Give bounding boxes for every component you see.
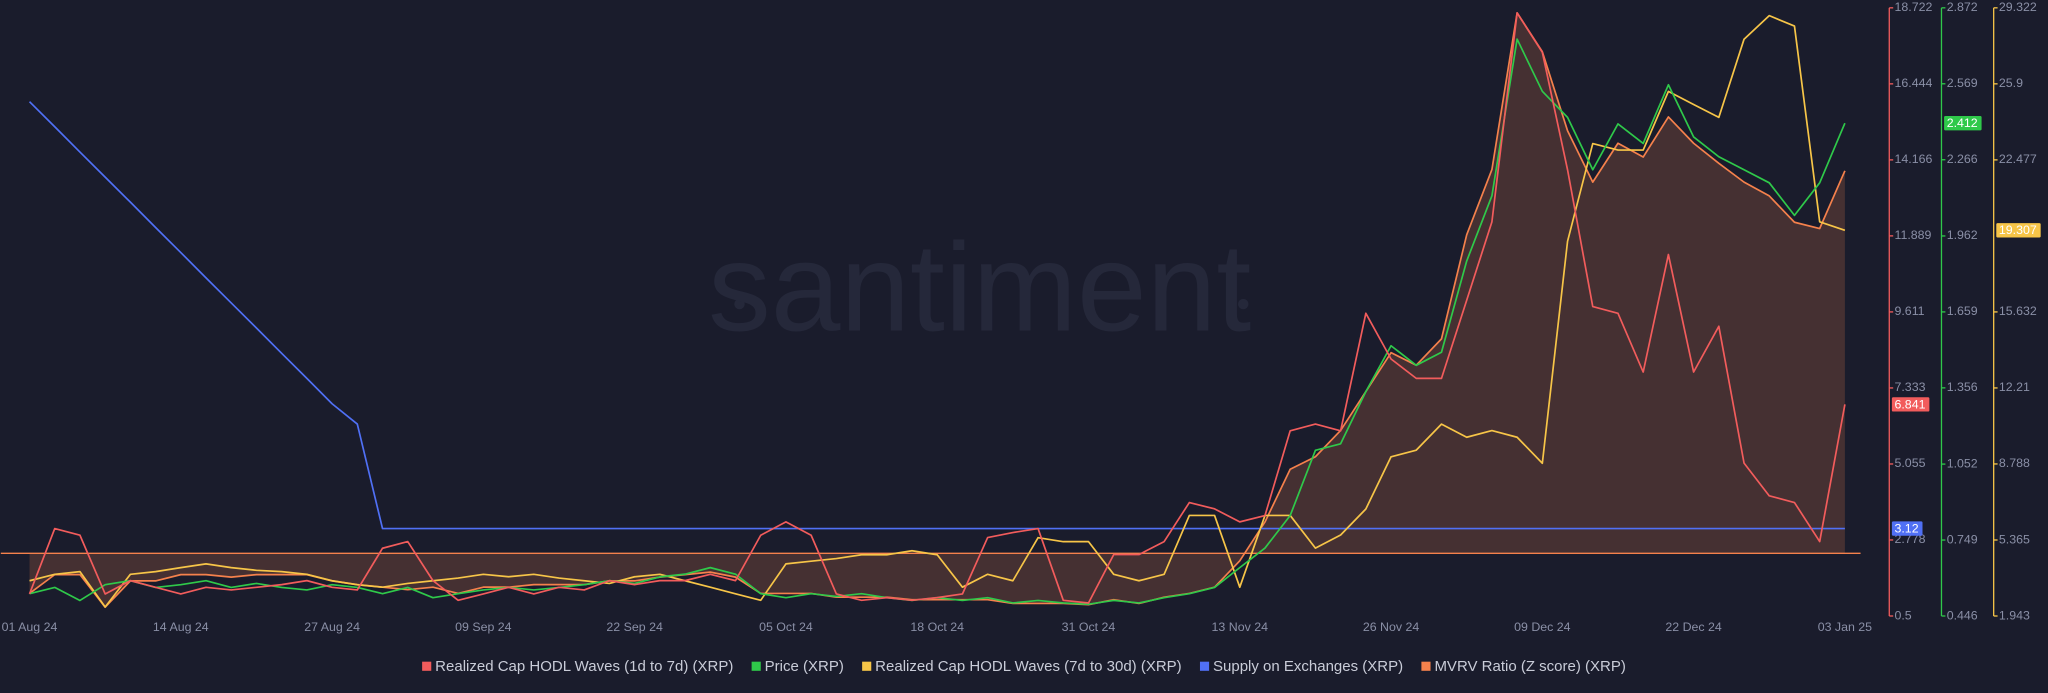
legend-item: Supply on Exchanges (XRP) (1199, 658, 1403, 675)
y-tick-label: 22.477 (1999, 152, 2037, 166)
legend-item: Realized Cap HODL Waves (1d to 7d) (XRP) (422, 658, 733, 675)
y-tick-label: 29.322 (1999, 0, 2037, 14)
legend-label: Realized Cap HODL Waves (7d to 30d) (XRP… (875, 658, 1182, 675)
line (28, 12, 1846, 604)
x-tick-label: 22 Dec 24 (1665, 620, 1722, 634)
legend-swatch (751, 661, 761, 671)
y-tick-label: 5.365 (1999, 532, 2030, 546)
x-tick-label: 09 Sep 24 (455, 620, 512, 634)
legend: Realized Cap HODL Waves (1d to 7d) (XRP)… (422, 658, 1626, 675)
badge-bg (1996, 223, 2041, 238)
watermark-dot (734, 298, 745, 310)
y-tick-label: 0.446 (1947, 608, 1978, 622)
legend-swatch (1421, 661, 1431, 671)
x-tick-label: 03 Jan 25 (1818, 620, 1872, 634)
badge-bg (1944, 115, 1982, 131)
y-tick-label: 8.788 (1999, 456, 2030, 470)
legend-label: Realized Cap HODL Waves (1d to 7d) (XRP) (435, 658, 733, 675)
badge-bg (1891, 521, 1923, 536)
x-tick-label: 22 Sep 24 (606, 620, 663, 634)
y-tick-label: 2.569 (1947, 76, 1978, 90)
last-value-label: 2.412 (1947, 116, 1978, 130)
legend-label: Price (XRP) (765, 658, 844, 675)
x-tick-label: 13 Nov 24 (1212, 620, 1269, 634)
watermark-dot (1238, 298, 1249, 310)
watermark: santiment (708, 218, 1251, 358)
x-tick-label: 14 Aug 24 (153, 620, 209, 634)
y-tick-label: 2.872 (1947, 0, 1978, 14)
x-tick-label: 01 Aug 24 (2, 620, 58, 634)
last-value-badge: 19.307 (1996, 223, 2041, 238)
y-tick-label: 7.333 (1894, 380, 1925, 394)
y-tick-label: 2.266 (1947, 152, 1978, 166)
y-tick-label: 16.444 (1894, 76, 1932, 90)
y-tick-label: 0.5 (1894, 608, 1911, 622)
last-value-badge: 2.412 (1944, 115, 1982, 131)
legend-swatch (1199, 661, 1210, 671)
y-tick-label: 0.749 (1947, 532, 1978, 546)
legend-swatch (862, 661, 872, 671)
y-tick-label: 25.9 (1999, 76, 2023, 90)
last-value-badge: 3.12 (1891, 521, 1923, 536)
x-tick-label: 26 Nov 24 (1363, 620, 1420, 634)
legend-swatch (422, 661, 432, 671)
legend-item: MVRV Ratio (Z score) (XRP) (1421, 658, 1626, 675)
y-tick-label: 11.889 (1894, 228, 1931, 242)
legend-label: Supply on Exchanges (XRP) (1213, 658, 1403, 675)
y-tick-label: 9.611 (1894, 304, 1924, 318)
x-tick-label: 27 Aug 24 (304, 620, 360, 634)
y-tick-label: 15.632 (1999, 304, 2037, 318)
legend-item: Price (XRP) (751, 658, 844, 675)
y-tick-label: 1.962 (1947, 228, 1978, 242)
y-tick-label: 14.166 (1894, 152, 1932, 166)
last-value-label: 3.12 (1894, 521, 1918, 535)
line (29, 14, 1846, 608)
y-tick-label: 2.778 (1894, 532, 1925, 546)
x-tick-label: 31 Oct 24 (1062, 620, 1116, 634)
y-tick-label: 1.052 (1947, 456, 1978, 470)
plot-area (0, 11, 1861, 609)
y-tick-label: 12.21 (1999, 380, 2030, 394)
y-tick-label: 1.356 (1947, 380, 1978, 394)
legend-item: Realized Cap HODL Waves (7d to 30d) (XRP… (862, 658, 1182, 675)
last-value-label: 6.841 (1894, 397, 1925, 411)
y-tick-label: 1.659 (1947, 304, 1978, 318)
x-tick-label: 05 Oct 24 (759, 620, 813, 634)
y-tick-label: 1.943 (1999, 608, 2030, 622)
x-tick-label: 09 Dec 24 (1514, 620, 1571, 634)
badge-bg (1891, 397, 1930, 412)
line (28, 101, 1845, 530)
x-tick-label: 18 Oct 24 (910, 620, 964, 634)
last-value-badge: 6.841 (1891, 397, 1930, 412)
last-value-label: 19.307 (1999, 223, 2037, 237)
y-tick-label: 5.055 (1894, 456, 1925, 470)
y-tick-label: 18.722 (1894, 0, 1932, 14)
axes: 01 Aug 24 14 Aug 24 27 Aug 24 09 Sep 24 22 S… (2, 0, 2041, 634)
legend-label: MVRV Ratio (Z score) (XRP) (1434, 658, 1625, 675)
